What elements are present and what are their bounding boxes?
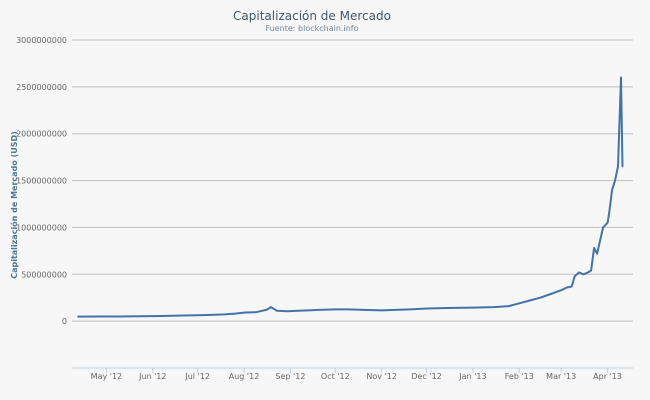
data-point — [334, 308, 337, 311]
data-point — [394, 309, 396, 311]
data-point — [528, 299, 531, 302]
y-axis-label: Capitalización de Mercado (USD) — [9, 131, 19, 279]
data-point — [265, 309, 268, 311]
data-point — [77, 315, 79, 318]
data-point — [573, 275, 576, 277]
data-point — [620, 76, 622, 79]
x-tick-label: Mar '13 — [546, 372, 576, 381]
data-point — [518, 302, 521, 305]
x-tick-label: Apr '13 — [593, 372, 622, 381]
data-point — [223, 313, 226, 316]
data-point — [570, 285, 573, 288]
data-point — [297, 310, 299, 312]
x-tick-label: Jul '12 — [184, 372, 210, 381]
data-point — [602, 226, 604, 229]
data-point — [590, 269, 592, 272]
data-point — [606, 221, 609, 224]
data-point — [119, 315, 121, 318]
data-point — [234, 312, 236, 315]
data-point — [508, 305, 510, 307]
data-point — [549, 293, 552, 295]
data-point — [472, 306, 474, 309]
data-point — [270, 306, 272, 308]
data-point — [587, 271, 589, 274]
series-line — [77, 76, 624, 318]
data-point — [582, 273, 585, 276]
x-tick-label: Aug '12 — [229, 372, 260, 381]
data-point — [566, 286, 568, 289]
data-point — [617, 165, 619, 168]
data-point — [608, 212, 610, 215]
y-tick-label: 1500000000 — [16, 177, 67, 186]
data-point — [255, 311, 257, 314]
data-point — [593, 247, 595, 249]
y-tick-label: 0 — [62, 317, 67, 326]
y-tick-label: 1000000000 — [16, 223, 67, 232]
data-point — [202, 314, 205, 316]
y-tick-label: 2500000000 — [16, 83, 67, 92]
data-point — [578, 271, 580, 274]
x-tick-label: Nov '12 — [366, 372, 397, 381]
data-point — [596, 252, 598, 255]
data-point — [318, 309, 320, 311]
data-point — [539, 296, 542, 299]
data-point — [611, 189, 613, 191]
data-point — [446, 307, 449, 309]
y-tick-label: 2000000000 — [16, 130, 67, 139]
data-point — [181, 314, 184, 317]
data-point — [409, 308, 411, 311]
data-point — [493, 306, 495, 308]
x-tick-label: May '12 — [91, 372, 122, 381]
data-point — [362, 309, 365, 311]
chart-title: Capitalización de Mercado — [233, 9, 391, 23]
data-point — [621, 165, 624, 168]
data-point — [140, 315, 142, 318]
data-point — [286, 310, 289, 313]
data-point — [425, 307, 428, 310]
data-point — [98, 315, 100, 318]
x-tick-label: Jan '13 — [458, 372, 486, 381]
data-point — [599, 239, 601, 242]
data-point — [276, 310, 278, 312]
x-tick-label: Dec '12 — [411, 372, 441, 381]
data-point — [347, 308, 350, 311]
data-point — [614, 179, 616, 182]
chart-subtitle: Fuente: blockchain.info — [266, 24, 359, 33]
data-point — [307, 309, 310, 312]
data-point — [380, 309, 383, 312]
data-point — [261, 310, 263, 312]
x-tick-label: Jun '12 — [138, 372, 166, 381]
data-point — [160, 315, 163, 317]
y-tick-label: 500000000 — [21, 270, 67, 279]
x-tick-label: Sep '12 — [275, 372, 305, 381]
y-tick-label: 3000000000 — [16, 36, 67, 45]
x-tick-label: Oct '12 — [321, 372, 350, 381]
x-tick-label: Feb '13 — [505, 372, 534, 381]
data-point — [244, 311, 247, 314]
data-point — [560, 289, 562, 292]
